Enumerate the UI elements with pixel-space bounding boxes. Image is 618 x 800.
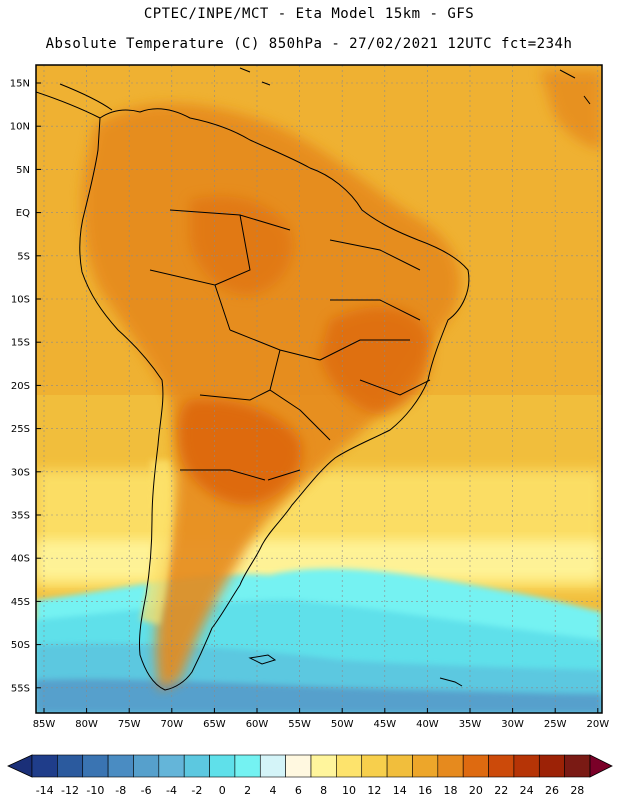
field-land-hot [82,103,461,690]
colorbar-swatch [336,754,363,778]
colorbar-tick-label: 0 [219,784,226,797]
lat-tick-label: 20S [11,381,30,392]
south-america-outline [79,108,470,691]
central-america [36,83,113,119]
colorbar-low-arrow [7,754,33,778]
colorbar-tick-label: 10 [342,784,356,797]
lat-axis: 15N 10N 5N EQ 5S 10S 15S 20S 25S 30S 35S 40S 45S 50S 5… [10,79,41,694]
colorbar-tick-label: 12 [367,784,381,797]
south-georgia [439,677,463,687]
caribbean-islands [239,67,591,105]
field-land-hot-2 [190,196,293,295]
lat-tick-label: 55S [11,683,30,694]
colorbar-tick-label: 14 [393,784,407,797]
chart-title: CPTEC/INPE/MCT - Eta Model 15km - GFS [143,6,475,22]
colorbar-swatch [234,754,261,778]
colorbar-swatch [564,754,591,778]
colorbar-swatch [133,754,160,778]
lat-tick-label: 45S [11,597,30,608]
lat-tick-label: 5S [17,251,30,262]
colorbar-tick-label: -8 [115,784,126,797]
lat-tick-label: 50S [11,640,30,651]
lat-tick-label: 15N [10,79,30,90]
colorbar-swatch [57,754,84,778]
lat-tick-label: 5N [16,165,30,176]
colorbar-swatch [538,754,565,778]
colorbar-swatch [259,754,286,778]
temperature-field [36,65,602,713]
lon-tick-label: 70W [160,719,183,730]
coastlines [36,67,591,691]
colorbar-swatch [386,754,413,778]
lon-tick-label: 75W [118,719,141,730]
colorbar-tick-label: -4 [166,784,177,797]
colorbar-tick-label: -10 [86,784,104,797]
colorbar-tick-label: 26 [545,784,559,797]
lon-tick-label: 25W [544,719,567,730]
chart-subtitle: Absolute Temperature (C) 850hPa - 27/02/… [45,36,573,52]
falkland-islands [248,654,277,665]
lat-tick-label: 10S [11,295,30,306]
colorbar-swatch [437,754,464,778]
lon-tick-label: 65W [203,719,226,730]
colorbar-tick-label: 8 [320,784,327,797]
colorbar-swatch [462,754,489,778]
lon-tick-label: 50W [331,719,354,730]
colorbar-tick-label: 2 [244,784,251,797]
colorbar-swatch [513,754,540,778]
lat-tick-label: 25S [11,424,30,435]
lat-tick-label: 40S [11,554,30,565]
lon-tick-label: 20W [586,719,609,730]
country-borders [149,209,431,481]
lon-tick-label: 45W [373,719,396,730]
lon-axis: 85W 80W 75W 70W 65W 60W 55W 50W 45W 40W 35W 30W 25W 2… [33,708,609,730]
colorbar-tick-label: -14 [36,784,54,797]
colorbar-swatch [361,754,388,778]
lat-tick-label: EQ [16,208,30,219]
map-frame [35,64,603,714]
colorbar-tick-label: 20 [469,784,483,797]
colorbar: -14 -12 -10 -8 -6 -4 -2 0 2 4 6 8 10 12 14 16 18 20 22 24 26… [7,754,613,797]
colorbar-swatch [82,754,109,778]
lon-tick-label: 80W [75,719,98,730]
colorbar-swatch [158,754,185,778]
lon-tick-label: 40W [416,719,439,730]
colorbar-tick-label: 24 [520,784,534,797]
colorbar-tick-label: 16 [418,784,432,797]
colorbar-swatch [209,754,236,778]
lon-tick-label: 60W [246,719,269,730]
colorbar-swatch [107,754,134,778]
lon-tick-label: 35W [459,719,482,730]
colorbar-tick-label: 4 [269,784,276,797]
lon-tick-label: 85W [33,719,56,730]
lat-lon-grid [36,65,602,713]
lat-tick-label: 30S [11,467,30,478]
lon-tick-label: 30W [501,719,524,730]
colorbar-tick-label: -2 [191,784,202,797]
lat-tick-label: 15S [11,338,30,349]
colorbar-swatch [310,754,337,778]
lat-tick-label: 35S [11,511,30,522]
colorbar-tick-label: -12 [61,784,79,797]
lon-tick-label: 55W [288,719,311,730]
colorbar-tick-label: 6 [295,784,302,797]
colorbar-swatch [285,754,312,778]
field-land-very-hot-2 [320,306,431,415]
colorbar-tick-label: 22 [494,784,508,797]
colorbar-tick-label: 28 [570,784,584,797]
colorbar-swatch [183,754,210,778]
colorbar-swatch [412,754,439,778]
colorbar-tick-label: 18 [444,784,458,797]
colorbar-tick-label: -6 [141,784,152,797]
colorbar-swatch [488,754,515,778]
lat-tick-label: 10N [10,122,30,133]
colorbar-swatch [31,754,58,778]
colorbar-high-arrow [589,754,613,778]
